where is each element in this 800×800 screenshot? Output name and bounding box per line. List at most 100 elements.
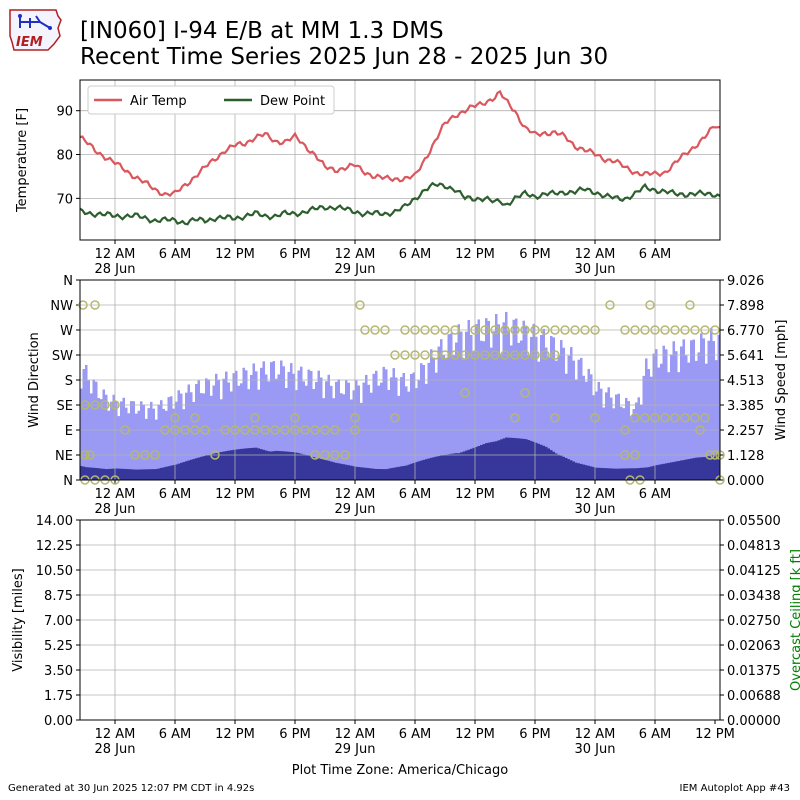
direction-marker bbox=[630, 413, 640, 423]
speed-bar bbox=[515, 438, 518, 480]
speed-bar bbox=[507, 437, 510, 480]
speed-bar bbox=[262, 449, 265, 480]
gust-bar bbox=[622, 408, 625, 480]
x-tick-label: 12 PM bbox=[215, 487, 255, 502]
speed-bar bbox=[222, 451, 225, 480]
direction-marker bbox=[78, 300, 88, 310]
speed-bar bbox=[302, 454, 305, 480]
direction-tick-label: E bbox=[65, 424, 73, 439]
speed-bar bbox=[337, 463, 340, 480]
speed-bar bbox=[575, 462, 578, 480]
direction-marker bbox=[80, 400, 90, 410]
gust-bar bbox=[662, 345, 665, 480]
gust-bar bbox=[482, 341, 485, 480]
speed-bar bbox=[597, 467, 600, 480]
gust-bar bbox=[165, 410, 168, 480]
speed-bar bbox=[105, 469, 108, 480]
generated-note: Generated at 30 Jun 2025 12:07 PM CDT in… bbox=[8, 783, 255, 794]
direction-marker bbox=[90, 400, 100, 410]
gust-bar bbox=[162, 408, 165, 480]
direction-marker bbox=[250, 413, 260, 423]
direction-marker bbox=[230, 425, 240, 435]
speed-bar bbox=[210, 454, 213, 480]
speed-bar bbox=[160, 467, 163, 480]
gust-bar bbox=[590, 374, 593, 480]
speed-bar bbox=[135, 469, 138, 480]
gust-bar bbox=[565, 373, 568, 480]
gust-bar bbox=[695, 360, 698, 480]
direction-marker bbox=[705, 450, 715, 460]
gust-bar bbox=[157, 404, 160, 480]
speed-tick-label: 4.513 bbox=[727, 374, 764, 389]
gust-bar bbox=[455, 342, 458, 480]
speed-bar bbox=[230, 450, 233, 480]
speed-bar bbox=[617, 468, 620, 480]
gust-bar bbox=[632, 409, 635, 480]
speed-bar bbox=[582, 464, 585, 480]
visibility-tick-label: 1.75 bbox=[44, 689, 73, 704]
gust-bar bbox=[572, 360, 575, 480]
speed-bar bbox=[660, 464, 663, 480]
gust-bar bbox=[405, 386, 408, 480]
speed-bar bbox=[435, 456, 438, 480]
x-tick-label: 6 PM bbox=[279, 727, 310, 742]
gust-bar bbox=[170, 396, 173, 480]
y-tick-label: 90 bbox=[56, 105, 73, 120]
speed-bar bbox=[427, 458, 430, 480]
gust-bar bbox=[122, 397, 125, 480]
speed-bar bbox=[687, 459, 690, 480]
direction-marker bbox=[200, 425, 210, 435]
gust-bar bbox=[552, 337, 555, 480]
logo-text: IEM bbox=[16, 35, 43, 50]
x-tick-label: 12 PM bbox=[455, 247, 495, 262]
y-tick-label: 70 bbox=[56, 192, 73, 207]
direction-marker bbox=[510, 350, 520, 360]
speed-bar bbox=[680, 460, 683, 480]
speed-bar bbox=[665, 463, 668, 480]
speed-bar bbox=[645, 467, 648, 480]
speed-bar bbox=[712, 454, 715, 480]
direction-marker bbox=[660, 325, 670, 335]
gust-bar bbox=[275, 378, 278, 480]
speed-bar bbox=[400, 466, 403, 480]
speed-bar bbox=[130, 469, 133, 480]
direction-tick-label: N bbox=[63, 274, 73, 289]
speed-bar bbox=[480, 445, 483, 480]
speed-bar bbox=[260, 449, 263, 480]
direction-marker bbox=[170, 425, 180, 435]
gust-bar bbox=[90, 393, 93, 480]
gust-bar bbox=[307, 369, 310, 480]
x-tick-label: 6 AM bbox=[399, 727, 432, 742]
speed-bar bbox=[697, 457, 700, 480]
speed-bar bbox=[355, 466, 358, 480]
gust-bar bbox=[120, 401, 123, 480]
y2-axis-label: Overcast Ceiling [k ft] bbox=[789, 549, 800, 691]
gust-bar bbox=[155, 419, 158, 480]
direction-marker bbox=[500, 325, 510, 335]
gust-bar bbox=[660, 363, 663, 480]
direction-marker bbox=[400, 325, 410, 335]
gust-bar bbox=[145, 418, 148, 480]
speed-bar bbox=[565, 457, 568, 480]
speed-bar bbox=[360, 467, 363, 480]
gust-bar bbox=[97, 398, 100, 480]
direction-tick-label: SE bbox=[57, 399, 73, 414]
speed-bar bbox=[127, 469, 130, 480]
speed-bar bbox=[182, 462, 185, 480]
gust-bar bbox=[605, 392, 608, 480]
gust-bar bbox=[242, 367, 245, 480]
speed-bar bbox=[670, 462, 673, 480]
gust-bar bbox=[115, 401, 118, 480]
visibility-tick-label: 8.75 bbox=[44, 589, 73, 604]
speed-bar bbox=[627, 468, 630, 480]
speed-tick-label: 9.026 bbox=[727, 274, 764, 289]
x-date-label: 28 Jun bbox=[95, 262, 136, 277]
direction-marker bbox=[520, 350, 530, 360]
direction-marker bbox=[290, 425, 300, 435]
gust-bar bbox=[142, 404, 145, 480]
gust-bar bbox=[627, 401, 630, 480]
speed-bar bbox=[545, 446, 548, 480]
speed-bar bbox=[525, 439, 528, 480]
gust-bar bbox=[150, 401, 153, 480]
gust-bar bbox=[380, 382, 383, 480]
